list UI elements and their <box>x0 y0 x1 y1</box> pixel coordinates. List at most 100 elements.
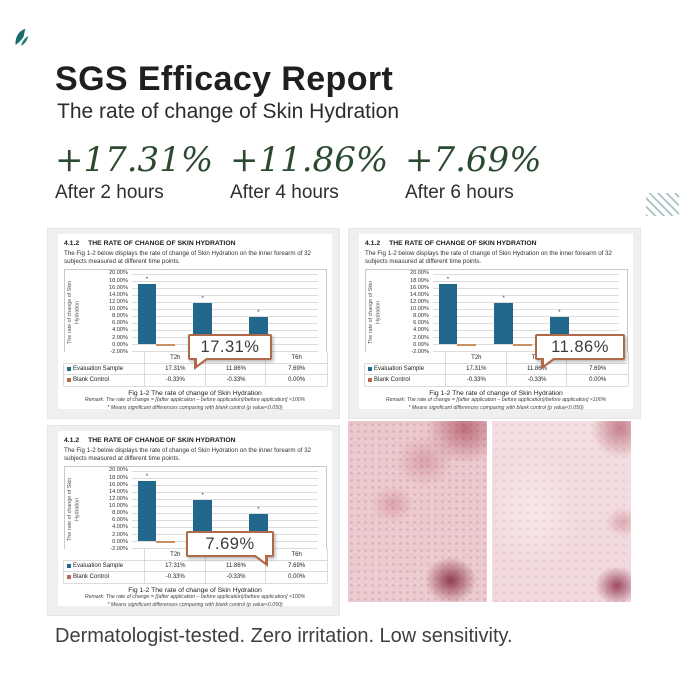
series-name: Evaluation Sample <box>73 366 124 373</box>
y-tick-label: 4.00% <box>112 524 128 531</box>
value-cell: 11.86% <box>506 363 568 375</box>
value-cell: 17.31% <box>446 363 507 375</box>
value-cell: -0.33% <box>446 374 507 386</box>
value-cell: 11.86% <box>205 363 267 375</box>
remark-text: Remark: The rate of change = [(after app… <box>84 593 306 600</box>
report-page: 4.1.2 THE RATE OF CHANGE OF SKIN HYDRATI… <box>58 431 332 608</box>
data-table: T2h T4h T6h Evaluation Sample 17.31% 11.… <box>64 352 327 386</box>
significance-marker: * <box>257 310 260 317</box>
significance-marker: * <box>558 310 561 317</box>
series-label-cell: Evaluation Sample <box>64 363 145 375</box>
y-tick-label: 10.00% <box>410 306 429 312</box>
value-cell: -0.33% <box>205 374 267 386</box>
stat-label: After 2 hours <box>55 182 164 204</box>
section-body: The Fig 1-2 below displays the rate of c… <box>64 250 311 266</box>
callout-value: 17.31% <box>200 337 260 356</box>
value-cell: 7.69% <box>266 560 327 572</box>
bar-evaluation-T2h <box>137 283 157 345</box>
legend-swatch-evaluation-icon <box>368 367 372 372</box>
skin-photo-after <box>492 421 631 602</box>
y-tick-label: 0.00% <box>112 341 128 348</box>
y-axis-label: The rate of change of Skin Hydration <box>368 280 382 344</box>
significance-marker: * <box>257 507 260 514</box>
stat-label: After 4 hours <box>230 182 339 204</box>
callout-bubble: 7.69% <box>186 531 274 567</box>
significance-marker: * <box>201 492 204 499</box>
y-tick-label: 2.00% <box>112 531 128 538</box>
section-heading: 4.1.2 THE RATE OF CHANGE OF SKIN HYDRATI… <box>64 437 327 444</box>
y-tick-label: 8.00% <box>112 510 128 517</box>
note-text: * Means significant differences comparin… <box>107 601 283 608</box>
y-tick-label: 20.00% <box>410 270 429 277</box>
report-panel: 4.1.2 THE RATE OF CHANGE OF SKIN HYDRATI… <box>47 228 340 419</box>
value-cell: 7.69% <box>266 363 327 375</box>
stat-block: +11.86% After 4 hours <box>230 140 405 204</box>
y-tick-label: 16.00% <box>410 284 429 291</box>
y-tick-label: 20.00% <box>109 467 128 474</box>
remark-text: Remark: The rate of change = [(after app… <box>84 396 306 403</box>
callout-value: 11.86% <box>551 337 609 356</box>
section-number: 4.1.2 <box>64 437 80 444</box>
callout-bubble: 17.31% <box>188 334 272 370</box>
stat-label: After 6 hours <box>405 182 514 204</box>
y-tick-label: 2.00% <box>413 334 429 341</box>
y-tick-label: 8.00% <box>112 313 128 320</box>
figure-caption: Fig 1-2 The rate of change of Skin Hydra… <box>128 389 262 397</box>
report-grid: 4.1.2 THE RATE OF CHANGE OF SKIN HYDRATI… <box>47 228 641 616</box>
value-cell: -0.33% <box>145 374 206 386</box>
value-cell: 17.31% <box>145 363 206 375</box>
remark-text: Remark: The rate of change = [(after app… <box>385 396 607 403</box>
y-tick-label: 14.00% <box>109 291 128 298</box>
bar-control-T2h <box>457 344 476 346</box>
column-header: T2h <box>145 549 206 561</box>
value-cell: 7.69% <box>567 363 628 375</box>
section-heading: 4.1.2 THE RATE OF CHANGE OF SKIN HYDRATI… <box>365 240 628 247</box>
y-tick-label: 16.00% <box>109 284 128 291</box>
legend-swatch-control-icon <box>67 575 71 580</box>
y-tick-label: 14.00% <box>410 291 429 298</box>
stat-block: +7.69% After 6 hours <box>405 140 580 204</box>
report-panel: 4.1.2 THE RATE OF CHANGE OF SKIN HYDRATI… <box>47 425 340 616</box>
significance-marker: * <box>502 295 505 302</box>
value-cell: 11.86% <box>205 560 267 572</box>
significance-marker: * <box>145 473 149 480</box>
series-label-cell: Blank Control <box>64 374 145 386</box>
page-subtitle: The rate of change of Skin Hydration <box>57 100 400 123</box>
table-corner-cell <box>64 352 145 364</box>
report-page: 4.1.2 THE RATE OF CHANGE OF SKIN HYDRATI… <box>359 234 633 411</box>
y-tick-label: 18.00% <box>109 277 128 284</box>
y-axis-label: The rate of change of Skin Hydration <box>67 280 81 344</box>
y-tick-label: 14.00% <box>109 488 128 495</box>
y-tick-label: 6.00% <box>112 320 128 327</box>
skin-photos <box>348 421 641 616</box>
y-tick-label: 12.00% <box>109 298 128 305</box>
series-label-cell: Evaluation Sample <box>365 363 446 375</box>
value-cell: 0.00% <box>266 571 327 583</box>
y-tick-label: 10.00% <box>109 306 128 312</box>
note-text: * Means significant differences comparin… <box>408 404 584 411</box>
series-name: Blank Control <box>73 574 110 581</box>
footer-claims: Dermatologist-tested. Zero irritation. L… <box>55 625 513 647</box>
series-label-cell: Blank Control <box>64 571 145 583</box>
y-tick-label: 12.00% <box>410 298 429 305</box>
section-title: THE RATE OF CHANGE OF SKIN HYDRATION <box>88 240 236 247</box>
y-tick-label: 6.00% <box>112 517 128 524</box>
section-body: The Fig 1-2 below displays the rate of c… <box>365 250 612 266</box>
brand-leaf-icon <box>15 28 29 46</box>
figure-caption: Fig 1-2 The rate of change of Skin Hydra… <box>429 389 563 397</box>
y-tick-label: 0.00% <box>112 538 128 545</box>
section-number: 4.1.2 <box>365 240 381 247</box>
report-panel: 4.1.2 THE RATE OF CHANGE OF SKIN HYDRATI… <box>348 228 641 419</box>
stat-value: +17.31% <box>55 140 214 180</box>
figure-caption: Fig 1-2 The rate of change of Skin Hydra… <box>128 586 262 594</box>
significance-marker: * <box>446 276 450 283</box>
y-tick-label: 4.00% <box>112 327 128 334</box>
series-name: Blank Control <box>374 377 411 384</box>
table-corner-cell <box>64 549 145 561</box>
significance-marker: * <box>145 276 149 283</box>
series-label-cell: Evaluation Sample <box>64 560 145 572</box>
value-cell: 17.31% <box>145 560 206 572</box>
note-text: * Means significant differences comparin… <box>107 404 283 411</box>
legend-swatch-evaluation-icon <box>67 564 71 569</box>
bar-control-T2h <box>156 344 175 346</box>
